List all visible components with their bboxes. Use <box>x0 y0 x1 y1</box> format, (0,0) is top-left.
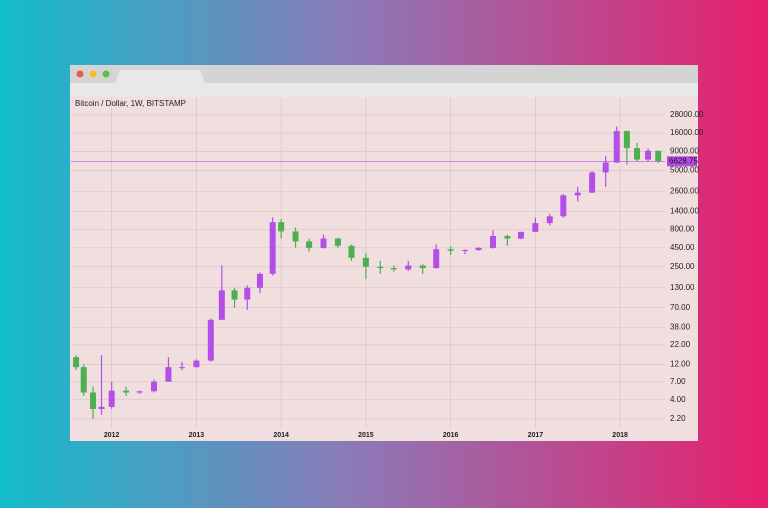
candle-body <box>334 238 341 246</box>
candle-body <box>634 148 641 160</box>
y-tick-label: 130.00 <box>670 283 695 292</box>
candle-body <box>256 273 263 288</box>
candle-body <box>623 131 630 149</box>
y-tick-label: 800.00 <box>670 224 695 233</box>
y-tick-label: 16000.00 <box>670 128 704 137</box>
toolbar <box>70 83 698 97</box>
candle-body <box>179 367 186 369</box>
candle-body <box>348 245 355 258</box>
y-tick-label: 1400.00 <box>670 206 699 215</box>
candle-body <box>489 236 496 248</box>
y-tick-label: 4.00 <box>670 395 686 404</box>
y-tick-label: 2600.00 <box>670 187 699 196</box>
last-price-label: 6628.75 <box>669 156 698 165</box>
candle-body <box>377 266 384 269</box>
candle-body <box>80 367 87 393</box>
chart-title: Bitcoin / Dollar, 1W, BITSTAMP <box>75 99 186 108</box>
last-price-badge <box>667 156 697 167</box>
y-tick-label: 70.00 <box>670 303 691 312</box>
y-tick-label: 22.00 <box>670 340 691 349</box>
candle-body <box>165 367 172 382</box>
x-tick-label: 2016 <box>443 432 459 439</box>
candle-body <box>447 249 454 251</box>
candle-body <box>306 241 313 248</box>
maximize-button[interactable] <box>102 70 110 78</box>
candle-body <box>405 265 412 270</box>
y-tick-label: 12.00 <box>670 359 691 368</box>
title-bar <box>70 65 698 83</box>
candle-body <box>278 222 285 232</box>
candle-body <box>269 222 276 274</box>
candle-body <box>560 195 567 217</box>
candle-body <box>504 236 511 239</box>
candle-body <box>602 162 609 173</box>
minimize-button[interactable] <box>89 70 97 78</box>
candle-body <box>613 131 620 163</box>
candle-body <box>574 192 581 196</box>
y-tick-label: 5000.00 <box>670 166 699 175</box>
x-tick-label: 2012 <box>104 432 120 439</box>
candle-body <box>589 172 596 193</box>
candle-body <box>136 391 143 393</box>
candle-body <box>517 231 524 239</box>
candle-body <box>645 150 652 160</box>
candle-body <box>390 268 397 270</box>
candle-body <box>98 406 105 409</box>
x-tick-label: 2015 <box>358 432 374 439</box>
candle-body <box>193 360 200 368</box>
candle-body <box>231 290 238 300</box>
candle-body <box>320 238 327 248</box>
chart-area <box>71 97 697 440</box>
candle-body <box>123 390 130 393</box>
candle-body <box>362 257 369 267</box>
y-tick-label: 7.00 <box>670 377 686 386</box>
candle-body <box>532 223 539 232</box>
candle-body <box>108 390 115 407</box>
plot: 2.20 4.00 7.00 12.00 22.00 38.00 70.00 130.00 25… <box>71 97 704 439</box>
candle-body <box>151 381 158 392</box>
y-tick-label: 2.20 <box>670 414 686 423</box>
x-tick-label: 2013 <box>189 432 205 439</box>
x-tick-label: 2018 <box>612 432 628 439</box>
candle-body <box>655 150 662 162</box>
close-button[interactable] <box>76 70 84 78</box>
candle-body <box>244 287 251 300</box>
candle-body <box>207 319 214 361</box>
x-tick-label: 2014 <box>273 432 289 439</box>
candle-body <box>218 290 225 320</box>
candle-body <box>433 249 440 269</box>
candle-body <box>546 216 553 224</box>
candle-body <box>475 247 482 251</box>
candle-body <box>419 265 426 269</box>
y-tick-label: 450.00 <box>670 243 695 252</box>
y-tick-label: 38.00 <box>670 322 691 331</box>
candle-body <box>90 392 97 409</box>
x-tick-label: 2017 <box>528 432 544 439</box>
y-tick-label: 28000.00 <box>670 110 704 119</box>
candle-body <box>462 250 469 252</box>
candle-body <box>73 357 80 368</box>
browser-tab[interactable] <box>115 70 205 83</box>
candle-body <box>292 231 299 242</box>
y-tick-label: 9000.00 <box>670 147 699 156</box>
y-tick-label: 250.00 <box>670 262 695 271</box>
